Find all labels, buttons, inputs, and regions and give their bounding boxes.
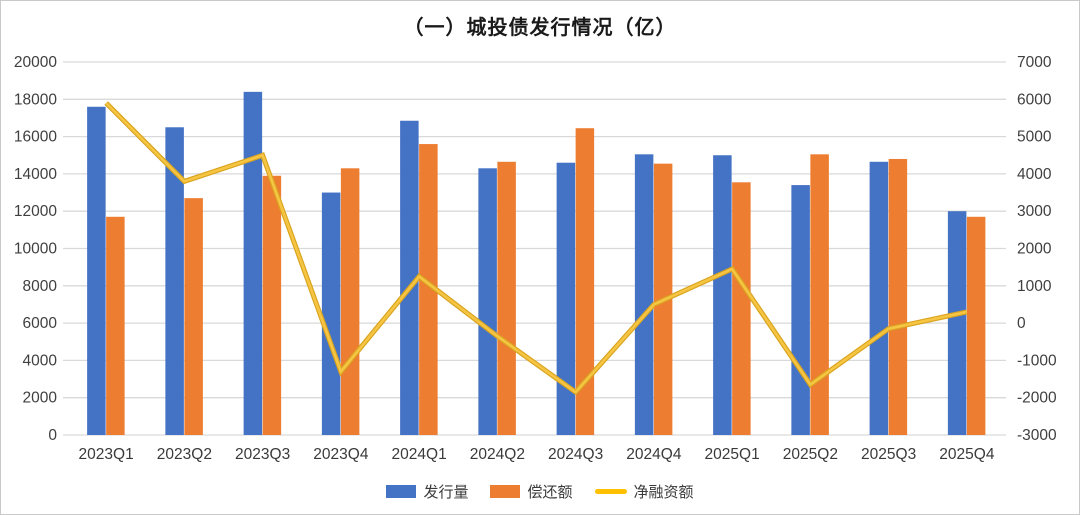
svg-text:2023Q3: 2023Q3 bbox=[235, 446, 290, 463]
svg-text:2025Q4: 2025Q4 bbox=[939, 446, 995, 463]
svg-text:4000: 4000 bbox=[23, 352, 58, 369]
svg-text:12000: 12000 bbox=[14, 203, 57, 220]
svg-text:2024Q3: 2024Q3 bbox=[548, 446, 603, 463]
svg-text:2023Q1: 2023Q1 bbox=[79, 446, 134, 463]
svg-text:-2000: -2000 bbox=[1017, 390, 1057, 407]
gridlines bbox=[63, 61, 1006, 436]
y-axis-right-labels: -3000 -2000 -1000 0 1000 2000 3000 4000 5000 6000… bbox=[1017, 54, 1057, 444]
bar-series-repayment bbox=[106, 128, 986, 436]
svg-text:2000: 2000 bbox=[1017, 241, 1052, 258]
svg-text:2025Q3: 2025Q3 bbox=[861, 446, 916, 463]
svg-text:-1000: -1000 bbox=[1017, 352, 1057, 369]
svg-text:2023Q4: 2023Q4 bbox=[313, 446, 369, 463]
svg-text:7000: 7000 bbox=[1017, 54, 1052, 71]
chart-title: （一）城投债发行情况（亿） bbox=[403, 17, 677, 39]
svg-text:2000: 2000 bbox=[23, 390, 58, 407]
net-financing-line-swatch-icon bbox=[594, 489, 627, 494]
svg-text:6000: 6000 bbox=[1017, 91, 1052, 108]
svg-text:2025Q2: 2025Q2 bbox=[783, 446, 838, 463]
svg-text:2025Q1: 2025Q1 bbox=[705, 446, 760, 463]
line-series-net-financing bbox=[104, 101, 968, 396]
bar-series-issuance bbox=[87, 91, 967, 436]
svg-text:5000: 5000 bbox=[1017, 129, 1052, 146]
legend-label-net-financing: 净融资额 bbox=[633, 484, 694, 501]
x-axis-labels: 2023Q1 2023Q2 2023Q3 2023Q4 2024Q1 2024Q2 2024… bbox=[79, 446, 995, 463]
svg-text:-3000: -3000 bbox=[1017, 427, 1057, 444]
svg-text:10000: 10000 bbox=[14, 241, 57, 258]
svg-text:1000: 1000 bbox=[1017, 278, 1052, 295]
svg-text:16000: 16000 bbox=[14, 129, 57, 146]
svg-text:6000: 6000 bbox=[23, 315, 58, 332]
svg-text:0: 0 bbox=[1017, 315, 1026, 332]
svg-text:2024Q4: 2024Q4 bbox=[626, 446, 682, 463]
legend-item-net-financing: 净融资额 bbox=[594, 481, 694, 502]
svg-text:3000: 3000 bbox=[1017, 203, 1052, 220]
legend-label-repayment: 偿还额 bbox=[527, 484, 573, 501]
svg-text:4000: 4000 bbox=[1017, 166, 1052, 183]
legend-item-issuance: 发行量 bbox=[386, 481, 468, 502]
svg-text:20000: 20000 bbox=[14, 54, 57, 71]
svg-text:2023Q2: 2023Q2 bbox=[157, 446, 212, 463]
repayment-swatch-icon bbox=[490, 485, 521, 498]
svg-text:2024Q2: 2024Q2 bbox=[470, 446, 525, 463]
svg-text:0: 0 bbox=[48, 427, 57, 444]
svg-text:8000: 8000 bbox=[23, 278, 58, 295]
issuance-swatch-icon bbox=[386, 485, 417, 498]
chart-legend: 发行量 偿还额 净融资额 bbox=[1, 481, 1079, 502]
y-axis-left-labels: 0 2000 4000 6000 8000 10000 12000 14000 16000 180… bbox=[14, 54, 57, 444]
legend-label-issuance: 发行量 bbox=[423, 484, 469, 501]
svg-text:2024Q1: 2024Q1 bbox=[392, 446, 447, 463]
legend-item-repayment: 偿还额 bbox=[490, 481, 573, 502]
svg-text:18000: 18000 bbox=[14, 91, 57, 108]
svg-text:14000: 14000 bbox=[14, 166, 57, 183]
